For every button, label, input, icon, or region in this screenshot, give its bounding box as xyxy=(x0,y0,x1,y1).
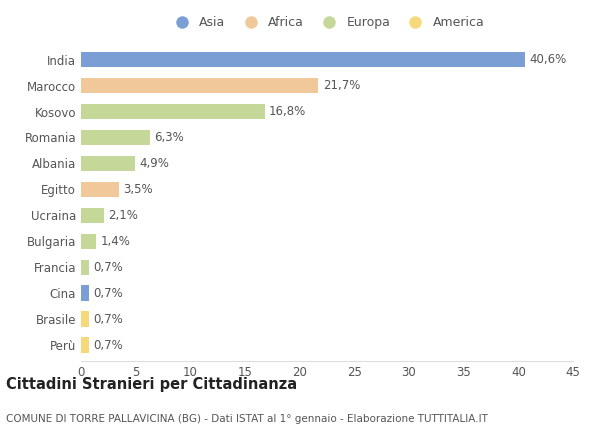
Bar xyxy=(81,52,525,67)
Bar xyxy=(81,234,97,249)
Legend: Asia, Africa, Europa, America: Asia, Africa, Europa, America xyxy=(167,14,487,32)
Bar xyxy=(81,208,104,223)
Text: 0,7%: 0,7% xyxy=(93,313,123,326)
Bar xyxy=(81,156,134,171)
Text: COMUNE DI TORRE PALLAVICINA (BG) - Dati ISTAT al 1° gennaio - Elaborazione TUTTI: COMUNE DI TORRE PALLAVICINA (BG) - Dati … xyxy=(6,414,488,425)
Text: 21,7%: 21,7% xyxy=(323,79,360,92)
Bar xyxy=(81,104,265,119)
Bar xyxy=(81,286,89,301)
Text: 4,9%: 4,9% xyxy=(139,157,169,170)
Text: 0,7%: 0,7% xyxy=(93,339,123,352)
Text: 0,7%: 0,7% xyxy=(93,287,123,300)
Text: 6,3%: 6,3% xyxy=(154,131,184,144)
Text: 2,1%: 2,1% xyxy=(109,209,138,222)
Text: 3,5%: 3,5% xyxy=(124,183,153,196)
Text: 1,4%: 1,4% xyxy=(101,235,131,248)
Text: 40,6%: 40,6% xyxy=(529,53,566,66)
Bar xyxy=(81,182,119,197)
Text: Cittadini Stranieri per Cittadinanza: Cittadini Stranieri per Cittadinanza xyxy=(6,378,297,392)
Bar xyxy=(81,312,89,327)
Text: 0,7%: 0,7% xyxy=(93,261,123,274)
Text: 16,8%: 16,8% xyxy=(269,105,307,118)
Bar xyxy=(81,78,318,93)
Bar xyxy=(81,337,89,353)
Bar xyxy=(81,260,89,275)
Bar xyxy=(81,130,150,145)
